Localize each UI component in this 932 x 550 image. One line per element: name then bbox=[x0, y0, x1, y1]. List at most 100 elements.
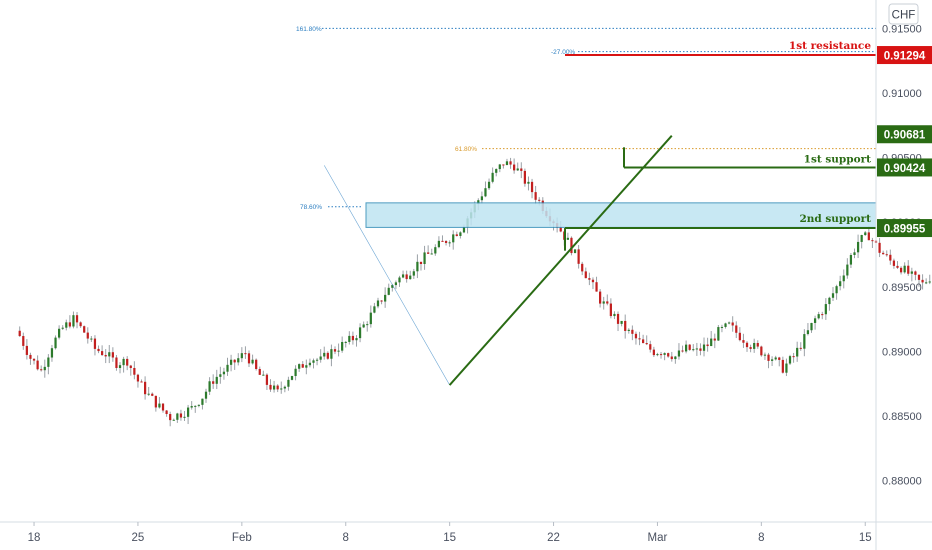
candle-body bbox=[649, 344, 652, 350]
candle-body bbox=[516, 168, 519, 171]
candle-body bbox=[491, 172, 494, 182]
price-axis[interactable]: 0.915000.910000.905000.900000.895000.890… bbox=[882, 23, 922, 487]
candle-body bbox=[341, 341, 344, 351]
candle-body bbox=[910, 271, 913, 274]
candle-body bbox=[29, 354, 32, 359]
candle-body bbox=[530, 181, 534, 193]
candle-body bbox=[821, 314, 824, 316]
time-tick-label: 15 bbox=[859, 532, 872, 544]
candle-body bbox=[616, 313, 620, 324]
candle-body bbox=[330, 349, 333, 359]
candle-body bbox=[828, 297, 831, 305]
candle-body bbox=[509, 161, 512, 165]
fib-level-label: 161.80% bbox=[296, 26, 322, 33]
last-price-label: 0.90681 bbox=[884, 130, 926, 142]
candle-body bbox=[25, 345, 28, 355]
candle-body bbox=[599, 291, 602, 304]
candle-body bbox=[272, 385, 276, 390]
candle-body bbox=[312, 360, 315, 363]
candle-body bbox=[706, 344, 709, 347]
candle-body bbox=[681, 350, 684, 352]
candle-body bbox=[770, 359, 774, 361]
candle-body bbox=[448, 242, 451, 244]
candle-body bbox=[315, 359, 319, 361]
candle-body bbox=[247, 353, 251, 364]
candle-body bbox=[634, 333, 638, 339]
candle-body bbox=[265, 374, 269, 385]
candle-body bbox=[885, 254, 888, 256]
candle-body bbox=[229, 359, 233, 365]
candle-body bbox=[43, 366, 46, 371]
support-1-price-label: 0.90424 bbox=[884, 163, 926, 175]
candle-body bbox=[699, 348, 702, 351]
candle-body bbox=[785, 363, 788, 373]
candle-body bbox=[126, 358, 129, 366]
candle-body bbox=[47, 357, 50, 367]
candle-body bbox=[287, 379, 290, 387]
candle-body bbox=[513, 164, 516, 171]
candle-body bbox=[201, 398, 204, 405]
candle-body bbox=[301, 364, 304, 368]
candle-body bbox=[831, 293, 835, 298]
support-zone bbox=[365, 202, 877, 228]
candle-body bbox=[692, 349, 695, 351]
candle-body bbox=[161, 403, 165, 411]
candle-body bbox=[215, 376, 218, 384]
candle-body bbox=[652, 349, 655, 356]
time-tick-label: 25 bbox=[132, 532, 145, 544]
candle-body bbox=[204, 391, 208, 399]
candle-body bbox=[717, 327, 720, 341]
candle-body bbox=[240, 353, 243, 359]
candle-body bbox=[32, 358, 36, 361]
candle-body bbox=[179, 413, 183, 418]
candle-body bbox=[853, 252, 856, 255]
candle-body bbox=[355, 338, 358, 341]
candle-body bbox=[581, 263, 584, 272]
candle-body bbox=[143, 381, 147, 395]
candle-body bbox=[194, 405, 197, 407]
price-tick-label: 0.89500 bbox=[882, 282, 922, 294]
candle-body bbox=[613, 313, 616, 317]
candle-body bbox=[677, 350, 681, 357]
candle-body bbox=[527, 181, 530, 184]
candle-body bbox=[566, 237, 569, 240]
candle-body bbox=[495, 169, 498, 173]
candle-body bbox=[136, 374, 140, 382]
candle-body bbox=[351, 335, 355, 341]
candle-body bbox=[262, 374, 265, 376]
candle-body bbox=[75, 315, 79, 323]
candle-body bbox=[115, 357, 118, 368]
candle-body bbox=[559, 227, 562, 232]
candle-body bbox=[882, 252, 885, 255]
candle-body bbox=[290, 376, 294, 380]
time-axis[interactable]: 18 25 Feb 8 15 22 Mar 8 15 bbox=[28, 522, 872, 544]
candle-body bbox=[108, 352, 111, 357]
candle-body bbox=[624, 320, 627, 331]
candle-body bbox=[903, 265, 906, 273]
candle-body bbox=[283, 386, 286, 389]
candle-body bbox=[308, 362, 312, 366]
candle-body bbox=[326, 352, 329, 359]
candle-body bbox=[520, 168, 523, 171]
candle-body bbox=[384, 294, 387, 302]
candle-body bbox=[154, 395, 157, 408]
candle-body bbox=[401, 274, 405, 278]
candle-body bbox=[914, 271, 917, 275]
candle-body bbox=[720, 326, 724, 328]
candle-body bbox=[907, 265, 910, 274]
support-2-price-box bbox=[877, 219, 932, 238]
candle-body bbox=[97, 348, 100, 352]
support-1-label: 1st support bbox=[804, 153, 871, 165]
candle-body bbox=[376, 300, 380, 307]
candle-body bbox=[889, 254, 892, 261]
currency-box[interactable] bbox=[888, 3, 919, 25]
candle-body bbox=[54, 337, 57, 349]
candle-body bbox=[280, 388, 283, 390]
candle-body bbox=[749, 347, 752, 349]
candle-body bbox=[842, 275, 845, 282]
time-tick-label: Feb bbox=[232, 532, 252, 544]
candle-body bbox=[409, 275, 412, 280]
candle-body bbox=[631, 329, 634, 334]
candle-body bbox=[255, 359, 258, 369]
